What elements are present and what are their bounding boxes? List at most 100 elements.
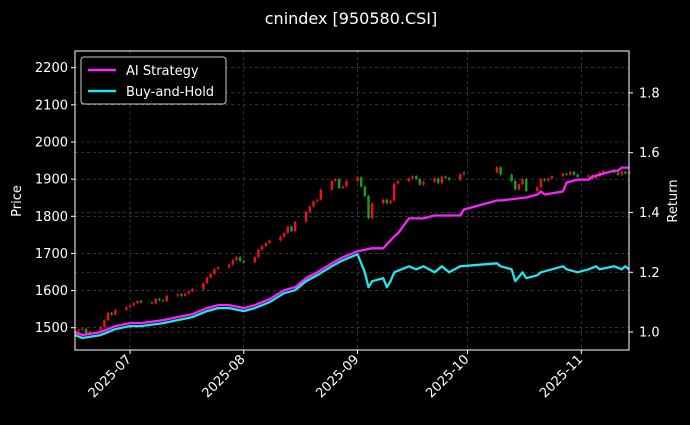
candle-body-up <box>407 178 411 181</box>
chart-title: cnindex [950580.CSI] <box>265 9 438 28</box>
y-axis-left-label: Price <box>10 185 25 217</box>
candle-body-down <box>180 294 183 296</box>
candle-body-down <box>543 179 546 181</box>
candle-body-up <box>282 233 286 237</box>
y-right-tick-label: 1.0 <box>639 326 660 341</box>
y-left-tick-label: 1800 <box>35 210 68 225</box>
candle-body-down <box>499 167 502 175</box>
candle-body-up <box>231 260 234 265</box>
candle-body-down <box>385 199 389 204</box>
candle-body-up <box>114 309 117 315</box>
candle-body-up <box>440 176 444 184</box>
candle-body-up <box>594 176 598 179</box>
candle-body-up <box>396 181 400 184</box>
candle-body-up <box>268 240 271 244</box>
candle-body-down <box>238 257 242 261</box>
candle-body-down <box>84 328 88 334</box>
candle-body-down <box>510 174 513 181</box>
candle-body-up <box>459 174 462 180</box>
candle-body-up <box>345 181 348 187</box>
candle-body-up <box>319 189 323 200</box>
candle-body-up <box>293 221 297 232</box>
candle-body-up <box>422 181 425 185</box>
candle-body-up <box>81 328 84 330</box>
candle-body-up <box>356 177 359 181</box>
candle-body-up <box>88 331 91 334</box>
candle-body-up <box>550 176 554 179</box>
candle-body-down <box>359 177 363 187</box>
candle-body-down <box>415 176 418 180</box>
candle-body-up <box>602 170 605 173</box>
candle-body-up <box>187 291 190 294</box>
candle-body-up <box>176 294 179 296</box>
candle-body-up <box>235 257 238 261</box>
y-right-tick-label: 1.6 <box>639 146 660 161</box>
candle-body-down <box>337 179 341 189</box>
y-right-tick-label: 1.8 <box>639 86 660 101</box>
candle-body-down <box>110 312 113 315</box>
candle-body-up <box>154 298 157 304</box>
candle-body-down <box>363 186 367 196</box>
candle-body-down <box>448 178 451 180</box>
candle-body-up <box>569 171 572 175</box>
candle-body-down <box>242 260 245 263</box>
y-left-tick-label: 2000 <box>35 136 68 151</box>
candle-body-up <box>620 171 623 175</box>
candle-body-up <box>205 277 209 284</box>
candle-body-up <box>521 179 524 185</box>
legend-label-buy-and-hold: Buy-and-Hold <box>126 85 214 100</box>
candle-body-up <box>191 289 194 292</box>
candle-body-down <box>514 181 517 190</box>
candle-body-up <box>202 283 205 290</box>
candle-body-up <box>106 312 110 321</box>
candle-body-up <box>315 199 319 202</box>
candle-body-up <box>433 178 436 182</box>
candle-body-up <box>279 236 282 241</box>
candle-body-up <box>99 326 102 332</box>
candle-body-up <box>286 226 289 233</box>
candle-body-down <box>616 172 620 175</box>
candle-body-up <box>213 269 216 274</box>
y-left-tick-label: 2100 <box>35 98 68 113</box>
candle-body-up <box>536 187 539 192</box>
candle-body-up <box>216 267 220 270</box>
candle-body-up <box>227 264 231 268</box>
candle-body-up <box>260 246 264 250</box>
legend: AI Strategy Buy-and-Hold <box>80 56 227 105</box>
candle-body-down <box>525 179 528 192</box>
candle-body-up <box>392 183 396 201</box>
candle-body-down <box>437 178 440 184</box>
candle-body-up <box>495 167 499 173</box>
candle-body-up <box>183 293 187 296</box>
y-right-tick-label: 1.2 <box>639 266 660 281</box>
candle-body-up <box>312 201 315 207</box>
candle-body-up <box>587 175 590 177</box>
ai-strategy-line <box>74 166 629 337</box>
legend-box <box>80 56 227 105</box>
y-left-tick-label: 1600 <box>35 284 68 299</box>
candle-body-up <box>330 181 334 190</box>
y-left-tick-label: 2200 <box>35 61 68 76</box>
y-left-tick-label: 1500 <box>35 321 68 336</box>
candle-body-up <box>308 206 312 212</box>
candle-body-up <box>389 200 392 204</box>
candle-body-up <box>253 257 256 263</box>
candle-body-up <box>517 184 521 190</box>
candle-body-up <box>334 179 337 181</box>
candle-body-up <box>561 173 565 177</box>
candle-body-up <box>165 295 168 301</box>
candle-body-up <box>304 211 308 222</box>
candle-body-up <box>370 203 374 219</box>
y-right-tick-label: 1.4 <box>639 206 660 221</box>
candle-body-up <box>77 329 80 332</box>
candle-body-up <box>128 305 132 308</box>
candle-body-up <box>341 186 345 189</box>
candle-body-down <box>161 300 165 302</box>
candle-body-down <box>444 176 447 179</box>
candle-body-up <box>125 307 128 310</box>
candle-body-down <box>150 302 154 304</box>
y-left-tick-label: 1700 <box>35 247 68 262</box>
buy-and-hold-line <box>74 253 630 340</box>
